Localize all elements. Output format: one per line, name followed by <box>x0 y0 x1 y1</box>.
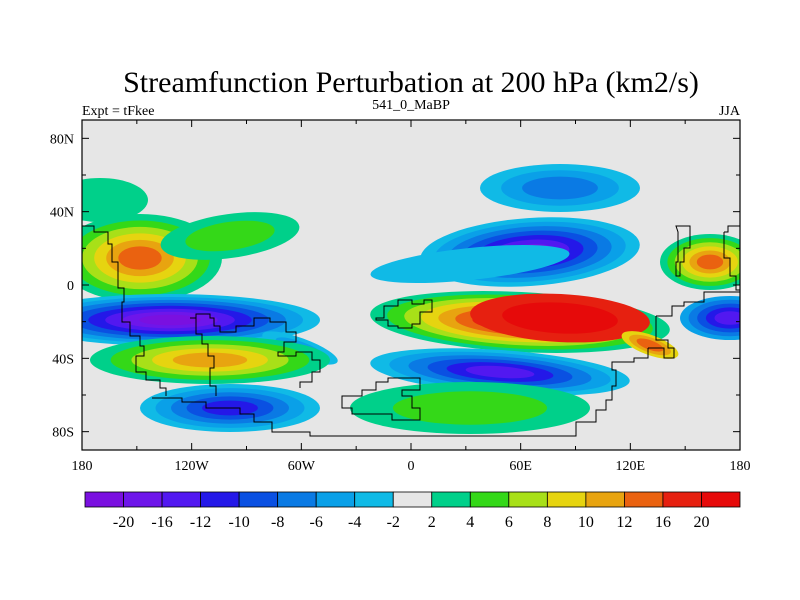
coastline-southern-block <box>341 377 421 421</box>
center-label: 541_0_MaBP <box>372 98 450 113</box>
colorbar-label: 16 <box>655 514 671 531</box>
contour-level <box>714 311 740 325</box>
colorbar-swatch <box>354 491 394 508</box>
coastline-antarctica-west <box>152 348 649 437</box>
coastlines <box>82 225 740 437</box>
colorbar-label: 2 <box>428 514 436 531</box>
colorbar-label: 6 <box>505 514 513 531</box>
contour-positive-north-pacific-arm <box>160 212 300 260</box>
contour-level <box>370 244 570 284</box>
colorbar-swatch <box>200 491 240 508</box>
contour-positive-southern-ocean <box>350 382 590 434</box>
contour-level <box>139 314 201 326</box>
colorbar-label: -16 <box>151 514 172 531</box>
colorbar-swatch <box>585 491 625 508</box>
lat-tick-label: 80N <box>50 132 74 147</box>
colorbar-label: 10 <box>578 514 594 531</box>
colorbar: -20 -16 -12 -10 -8 -6 -4 -2 2 4 6 8 10 12 16 20 <box>84 491 741 531</box>
contour-level <box>696 254 724 270</box>
colorbar-label: -2 <box>387 514 400 531</box>
coastline-asia-east <box>675 225 691 277</box>
streamfunction-field <box>82 164 740 434</box>
colorbar-swatch <box>84 491 124 508</box>
figure-title: Streamfunction Perturbation at 200 hPa (… <box>123 66 699 99</box>
contour-level <box>465 365 535 379</box>
colorbar-swatch <box>161 491 201 508</box>
colorbar-label: -12 <box>190 514 211 531</box>
latitude-axis: 80N 40N 0 40S 80S <box>50 132 740 441</box>
lon-tick-label: 180 <box>730 459 751 474</box>
map-panel <box>82 120 740 450</box>
contour-negative-southern-indian <box>370 348 630 396</box>
lat-tick-label: 40S <box>52 352 74 367</box>
colorbar-swatch <box>662 491 702 508</box>
contour-positive-south-pacific <box>90 336 330 384</box>
lon-tick-label: 0 <box>408 459 415 474</box>
contour-negative-southern-pacific <box>82 294 320 346</box>
contour-negative-asia-north <box>480 164 640 212</box>
colorbar-swatch <box>238 491 279 508</box>
lon-tick-label: 180 <box>72 459 93 474</box>
lat-tick-label: 80S <box>52 426 74 441</box>
colorbar-label: 20 <box>693 514 709 531</box>
contour-level <box>185 220 275 252</box>
lat-tick-label: 0 <box>67 279 74 294</box>
lon-tick-label: 60E <box>509 459 532 474</box>
contour-level <box>502 302 618 334</box>
contour-level <box>522 176 598 200</box>
contour-level <box>82 178 148 222</box>
contour-level <box>392 391 548 425</box>
contour-negative-asia-band <box>370 244 570 284</box>
lat-tick-label: 40N <box>50 206 74 221</box>
left-label: Expt = tFkee <box>82 104 154 119</box>
coastline-south-america <box>190 313 321 388</box>
colorbar-label: -8 <box>271 514 284 531</box>
contour-positive-asia-east <box>660 234 740 290</box>
coastline-pacific-right <box>723 225 740 291</box>
contour-positive-north-pacific-tail <box>82 178 148 222</box>
colorbar-swatch <box>315 491 356 508</box>
colorbar-label: -10 <box>228 514 249 531</box>
colorbar-swatch <box>277 491 317 508</box>
colorbar-swatch <box>624 491 664 508</box>
colorbar-label: -20 <box>113 514 134 531</box>
coastline-south-america-west <box>195 318 217 396</box>
colorbar-swatch <box>546 491 587 508</box>
colorbar-label: -4 <box>348 514 361 531</box>
contour-positive-indian-core <box>470 293 650 343</box>
colorbar-label: 4 <box>466 514 474 531</box>
colorbar-swatch <box>392 491 433 508</box>
colorbar-swatch <box>469 491 510 508</box>
colorbar-label: -6 <box>310 514 323 531</box>
contour-level <box>118 246 162 270</box>
lon-tick-label: 120E <box>616 459 646 474</box>
coastline-north-america <box>82 225 167 396</box>
coastline-africa <box>375 299 433 329</box>
lon-tick-label: 120W <box>175 459 210 474</box>
colorbar-swatch <box>508 491 548 508</box>
colorbar-label: 8 <box>543 514 551 531</box>
right-label: JJA <box>719 104 741 119</box>
lon-tick-label: 60W <box>288 459 316 474</box>
coastline-australia <box>648 291 740 359</box>
contour-negative-pacific-east <box>680 296 740 340</box>
colorbar-swatch <box>701 491 741 508</box>
colorbar-swatch <box>123 491 163 508</box>
colorbar-label: 12 <box>616 514 632 531</box>
longitude-axis: 180 120W 60W 0 60E 120E 180 <box>72 120 751 474</box>
contour-level <box>172 352 248 368</box>
colorbar-swatch <box>431 491 471 508</box>
